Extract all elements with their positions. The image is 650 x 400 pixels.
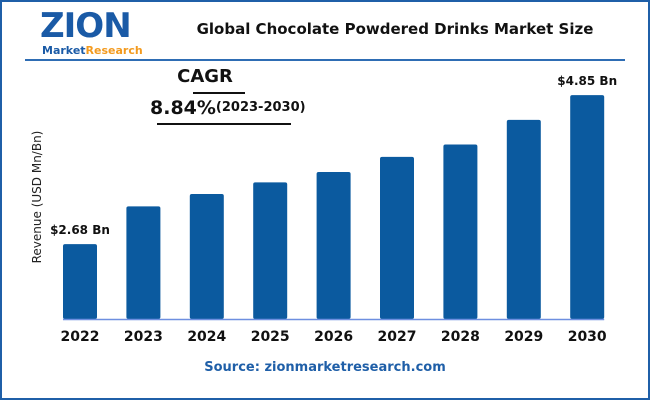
cagr-period: (2023-2030) bbox=[215, 100, 306, 115]
x-tick-label: 2027 bbox=[378, 329, 417, 345]
cagr-value: 8.84% bbox=[150, 97, 216, 119]
header-divider bbox=[25, 59, 625, 61]
cagr-label: CAGR bbox=[177, 66, 233, 87]
x-tick-label: 2030 bbox=[568, 329, 607, 345]
data-label: $4.85 Bn bbox=[557, 74, 617, 88]
logo-subtitle: MarketResearch bbox=[42, 44, 143, 57]
cagr-underline bbox=[193, 92, 245, 94]
x-tick-label: 2029 bbox=[504, 329, 543, 345]
bar-2027 bbox=[380, 156, 414, 319]
logo-market: Market bbox=[42, 44, 86, 57]
source-text: Source: zionmarketresearch.com bbox=[204, 360, 446, 375]
x-tick-label: 2026 bbox=[314, 329, 353, 345]
logo-wordmark: ZION bbox=[40, 6, 132, 46]
bar-2029 bbox=[506, 119, 541, 319]
bar-2025 bbox=[253, 182, 288, 319]
chart-title: Global Chocolate Powdered Drinks Market … bbox=[196, 20, 594, 38]
x-tick-label: 2022 bbox=[61, 329, 100, 345]
logo-research: Research bbox=[85, 44, 143, 57]
zion-logo: ZION MarketResearch bbox=[40, 6, 150, 57]
cagr-value-underline bbox=[157, 123, 291, 125]
x-tick-label: 2025 bbox=[251, 329, 290, 345]
x-tick-label: 2023 bbox=[124, 329, 163, 345]
bar-2023 bbox=[126, 206, 161, 319]
bar-2026 bbox=[316, 172, 351, 319]
data-label: $2.68 Bn bbox=[50, 223, 110, 237]
x-tick-label: 2028 bbox=[441, 329, 480, 345]
cagr-value-block: 8.84%(2023-2030) bbox=[150, 97, 306, 119]
bar-2028 bbox=[443, 144, 478, 319]
x-tick-label: 2024 bbox=[187, 329, 226, 345]
bar-2024 bbox=[189, 194, 224, 319]
bar-2022 bbox=[63, 244, 97, 319]
bar-2030 bbox=[570, 95, 605, 319]
